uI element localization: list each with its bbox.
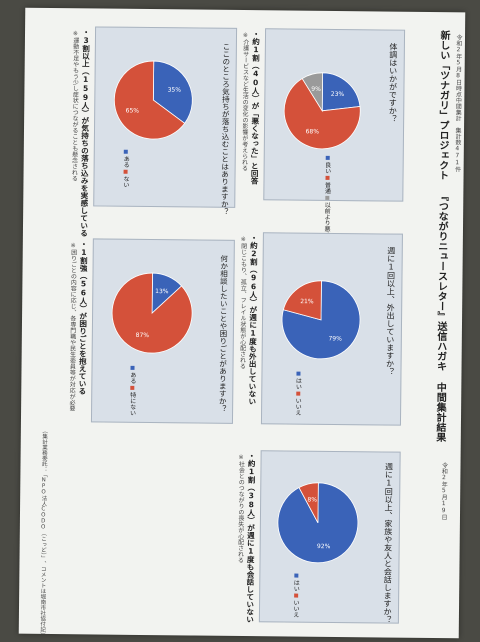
- panel-mood: ここのところ気持ちが落ち込むことはありますか？ 35% 65% ある ない: [93, 26, 238, 215]
- panel-caption: ・約2割（96人）が週に1度も外出していない: [247, 234, 259, 406]
- legend-item: はい: [284, 371, 311, 390]
- panel-question: 週に1回以上、外出していますか？: [385, 246, 396, 376]
- panel-caption: ・約1割（38人）が週に1度も会話していない: [245, 452, 257, 624]
- pie-slice-label: 13%: [155, 288, 169, 295]
- pie-chart-conversation: 92% 8%: [277, 482, 359, 564]
- pie-chart-health: 23% 68% 9%: [283, 72, 361, 150]
- pie-slice: [321, 72, 361, 112]
- pie-slice-label: 65%: [126, 107, 140, 114]
- panel-note: ※困りごとの内容に応じ、各専門職や民生委員等が対応が必要: [67, 242, 77, 412]
- pie-chart-consultation: 13% 87%: [111, 272, 193, 354]
- panel-outing: 週に1回以上、外出していますか？ 79% 21% はい いいえ: [260, 232, 403, 426]
- pie-slice-label: 21%: [300, 298, 314, 305]
- pie-slice-label: 9%: [311, 86, 321, 93]
- panel-health: 体調はいかがですか？ 23% 68% 9% 良い 普通 以前より悪くなった: [263, 28, 406, 256]
- legend-item: いいえ: [282, 593, 309, 618]
- document-footer: （集計業務委託：「NPO法人CODO（こっど）」、コメントは堀南市社協付記）: [39, 427, 48, 638]
- pie-slice-label: 92%: [317, 543, 331, 550]
- panel-caption: ・約1割（40人）が「悪くなった」と回答: [250, 30, 261, 185]
- legend-item: 特にない: [114, 385, 150, 416]
- pie-slice-label: 35%: [168, 87, 182, 94]
- document-date: 令和2年5月19日: [439, 462, 448, 521]
- legend-item: はい: [282, 573, 309, 592]
- pie-chart-outing: 79% 21%: [281, 280, 361, 360]
- panel-caption: ・1割強（56人）が困りごとを抱えている: [77, 240, 89, 395]
- pie-slice: [111, 272, 193, 354]
- legend-item: ある: [114, 365, 150, 384]
- pie-slice: [283, 77, 361, 150]
- pie-chart-mood: 35% 65%: [113, 60, 193, 140]
- legend-item: 良い: [287, 155, 368, 174]
- legend-item: ある: [117, 149, 135, 168]
- document-subtitle: 令和2年5月8日時点中間集計 集計数471件: [453, 34, 463, 173]
- legend-item: ない: [116, 169, 134, 188]
- document-page: 新しい「ツナガリ」プロジェクト 『つながりニュースレター』送信ハガキ 中間集計結…: [18, 7, 466, 639]
- pie-slice: [301, 72, 324, 113]
- panel-question: ここのところ気持ちが落ち込むことはありますか？: [220, 42, 231, 216]
- pie-slice: [282, 280, 322, 321]
- panel-conversation: 週に1回以上、家族や友人と会話しますか？ 92% 8% はい いいえ: [258, 450, 401, 624]
- panel-note: ※社会とのつながりの喪失が心配される: [236, 453, 245, 564]
- pie-slice: [298, 482, 319, 523]
- legend-item: 普通: [286, 175, 367, 194]
- pie-slice-label: 68%: [306, 128, 320, 135]
- panel-note: ※運動不足やもう少し症状につながることも懸念される: [70, 30, 79, 182]
- panel-question: 何か相談したいことや困りごとがありますか？: [218, 254, 229, 413]
- pie-slice: [152, 60, 193, 124]
- pie-slice-label: 87%: [136, 332, 150, 339]
- panel-consultation: 何か相談したいことや困りごとがありますか？ 13% 87% ある 特にない: [90, 238, 235, 424]
- panel-note: ※介護サービスなど生活の変化の影響が考えられる: [240, 31, 249, 172]
- pie-slice-label: 79%: [328, 335, 342, 342]
- panel-question: 週に1回以上、家族や友人と会話しますか？: [382, 462, 394, 624]
- panel-caption: ・3割以上（159人）が気持ちの落ち込みを実感している: [79, 28, 91, 237]
- pie-slice-label: 23%: [331, 91, 345, 98]
- pie-slice-label: 8%: [307, 496, 317, 503]
- panel-question: 体調はいかがですか？: [388, 42, 398, 123]
- document-title: 新しい「ツナガリ」プロジェクト 『つながりニュースレター』送信ハガキ 中間集計結…: [433, 30, 450, 443]
- panel-note: ※閉じこもり、孤立、フレイル状態が心配される: [238, 235, 247, 370]
- legend-item: いいえ: [284, 391, 311, 416]
- pie-slice: [113, 60, 186, 140]
